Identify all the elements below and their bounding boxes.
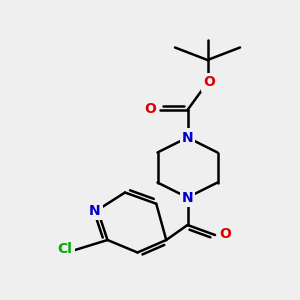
Text: O: O: [203, 76, 215, 89]
Text: N: N: [182, 190, 193, 205]
Text: Cl: Cl: [58, 242, 72, 256]
Text: O: O: [219, 227, 231, 241]
Text: N: N: [89, 204, 101, 218]
Text: N: N: [182, 130, 193, 145]
Text: O: O: [144, 102, 156, 116]
